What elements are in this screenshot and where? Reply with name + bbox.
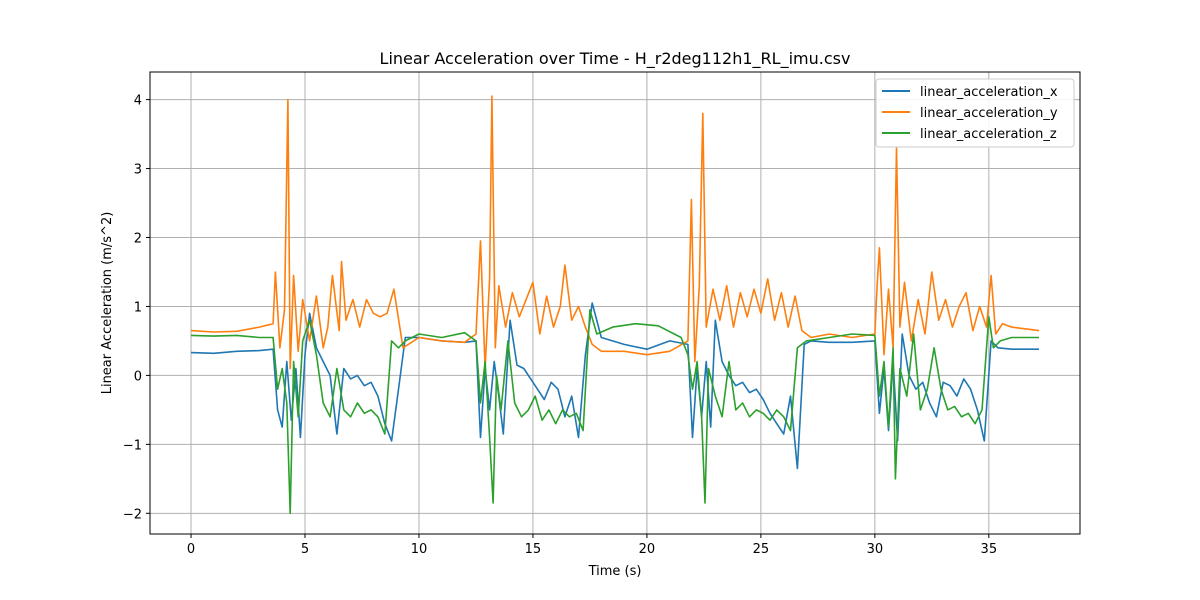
y-tick-label: 2 [134, 231, 142, 246]
x-tick-label: 30 [867, 542, 884, 557]
y-tick-label: 4 [134, 94, 142, 109]
x-axis-label: Time (s) [588, 564, 642, 579]
x-tick-label: 5 [301, 542, 309, 557]
legend-label-z: linear_acceleration_z [920, 127, 1057, 142]
y-tick-label: 1 [134, 300, 142, 315]
axis-ticks: 0 5 10 15 20 25 30 35 −2 −1 0 1 2 3 4 [123, 94, 997, 557]
y-tick-label: −2 [123, 507, 142, 522]
plot-frame [149, 71, 1081, 535]
legend: linear_acceleration_x linear_acceleratio… [875, 78, 1075, 148]
y-tick-label: 0 [134, 369, 142, 384]
chart-title: Linear Acceleration over Time - H_r2deg1… [380, 49, 851, 69]
x-tick-label: 20 [639, 542, 656, 557]
y-tick-label: 3 [134, 163, 142, 178]
grid [150, 72, 1080, 534]
series-lines [190, 95, 1040, 515]
series-line-linear-acceleration-z [190, 309, 1039, 515]
legend-box [875, 78, 1075, 148]
y-axis-label: Linear Acceleration (m/s^2) [100, 212, 115, 395]
x-tick-label: 25 [753, 542, 770, 557]
legend-label-x: linear_acceleration_x [920, 85, 1058, 100]
y-tick-label: −1 [123, 438, 142, 453]
x-tick-label: 0 [187, 542, 195, 557]
series-line-linear-acceleration-y [190, 95, 1040, 370]
x-tick-label: 15 [525, 542, 542, 557]
legend-label-y: linear_acceleration_y [920, 106, 1058, 121]
x-tick-label: 10 [411, 542, 428, 557]
x-tick-label: 35 [981, 542, 998, 557]
